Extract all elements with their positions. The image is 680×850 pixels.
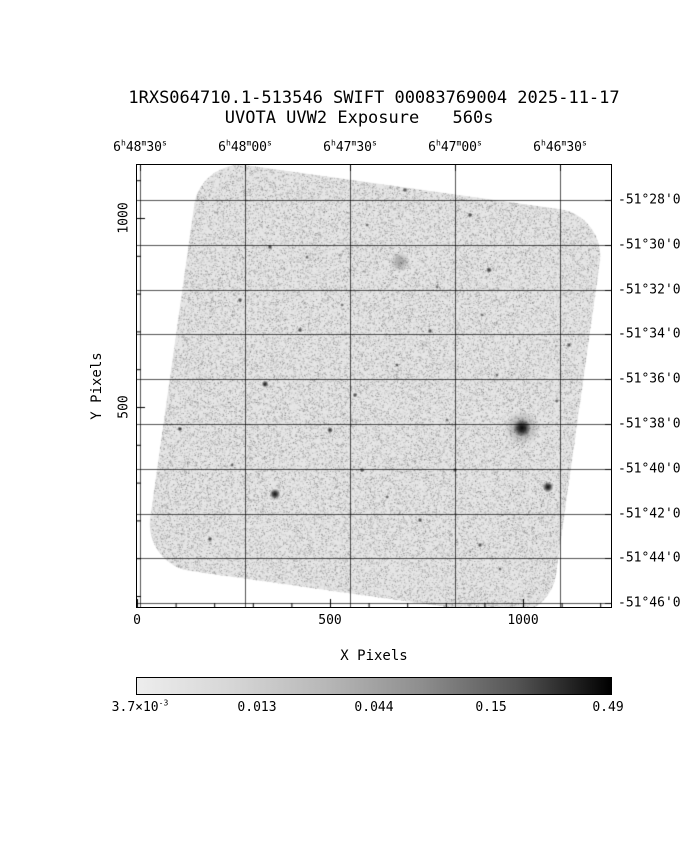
dec-tick-label: -51°42'0 (618, 506, 680, 522)
dec-tick-label: -51°28'0 (618, 192, 680, 208)
ra-tick-label: 6h48m30s (113, 138, 167, 155)
plot-frame (136, 164, 612, 608)
dec-tick-label: -51°44'0 (618, 550, 680, 566)
x-tick-label: 1000 (507, 613, 539, 628)
exposure-time-label: 560s (452, 108, 494, 128)
colorbar-tick-label: 0.49 (592, 700, 624, 715)
ra-tick-label: 6h46m30s (533, 138, 587, 155)
y-tick-label: 1000 (116, 202, 132, 234)
ra-tick-label: 6h47m00s (428, 138, 482, 155)
dec-tick-label: -51°34'0 (618, 326, 680, 342)
y-tick-label: 500 (116, 395, 132, 419)
colorbar-gradient (136, 677, 612, 695)
dec-tick-label: -51°30'0 (618, 237, 680, 253)
colorbar-tick-label: 0.044 (354, 700, 394, 715)
ra-tick-label: 6h47m30s (323, 138, 377, 155)
dec-tick-label: -51°32'0 (618, 282, 680, 298)
x-axis-title: X Pixels (340, 648, 408, 664)
plot-subtitle-filter: UVOTA UVW2 Exposure (224, 108, 420, 128)
sky-exposure-image-canvas (137, 165, 611, 607)
y-axis-title: Y Pixels (89, 352, 105, 420)
ra-tick-label: 6h48m00s (218, 138, 272, 155)
x-tick-label: 0 (133, 613, 141, 628)
colorbar-tick-label: 0.15 (475, 700, 507, 715)
colorbar-tick-label: 0.013 (237, 700, 277, 715)
plot-title: 1RXS064710.1-513546 SWIFT 00083769004 20… (128, 88, 620, 108)
dec-tick-label: -51°40'0 (618, 461, 680, 477)
dec-tick-label: -51°46'0 (618, 595, 680, 611)
dec-tick-label: -51°38'0 (618, 416, 680, 432)
colorbar-tick-label: 3.7×10-3 (111, 698, 169, 715)
x-tick-label: 500 (318, 613, 342, 628)
dec-tick-label: -51°36'0 (618, 371, 680, 387)
